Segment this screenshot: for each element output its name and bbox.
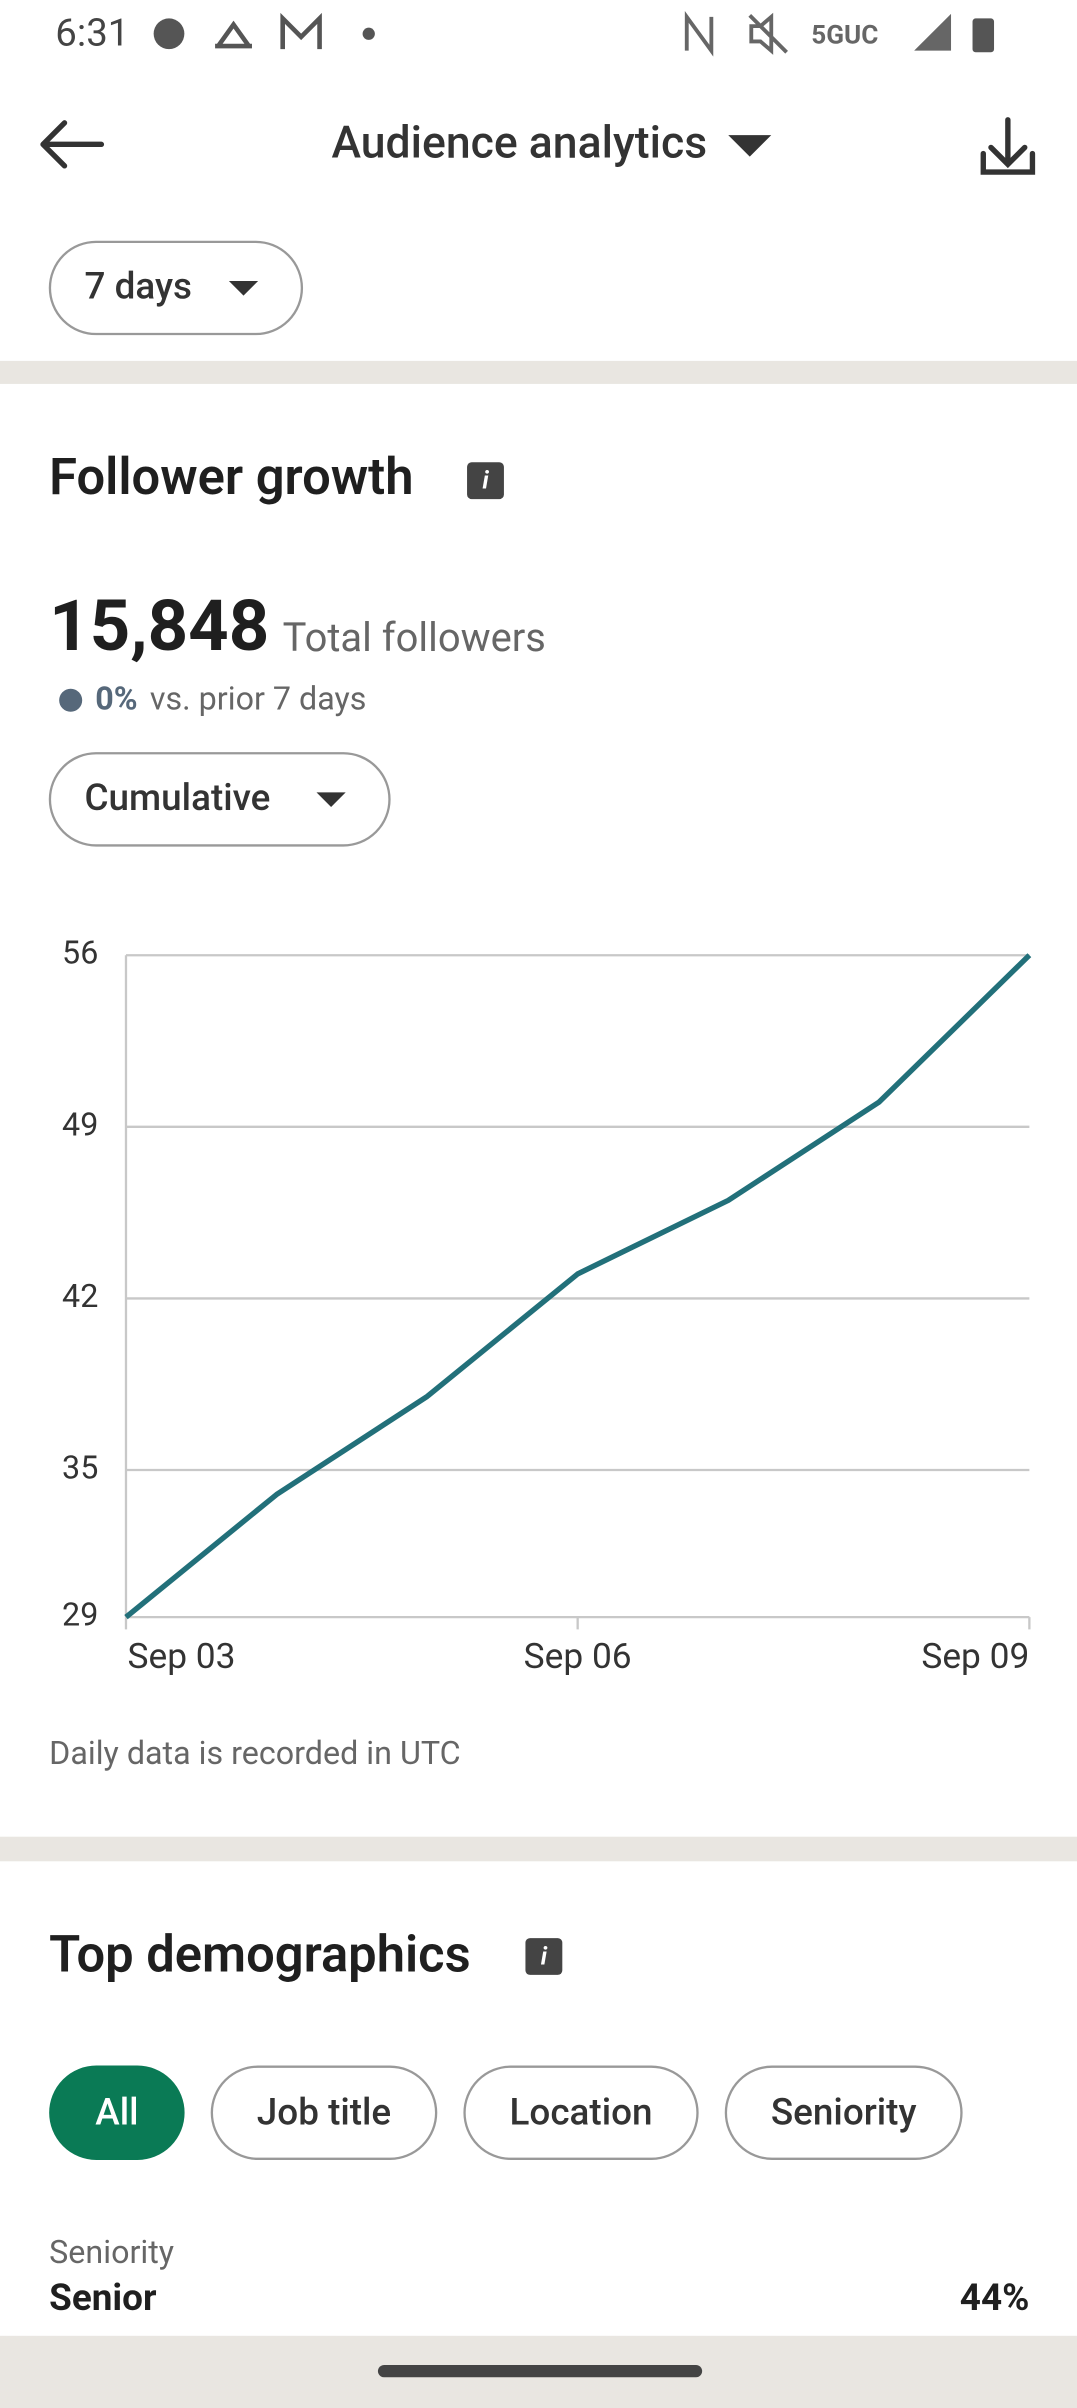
- info-glyph: i: [541, 1942, 548, 1971]
- section-title: Top demographics: [49, 1925, 470, 1984]
- data-line: [124, 953, 1032, 1620]
- line-chart: 29 35 42 49 56 Sep 03 Sep 06 Sep 09: [62, 934, 1032, 1677]
- total-followers: 15,848: [49, 585, 269, 668]
- status-time: 6:31: [55, 10, 129, 55]
- y-tick-label: 42: [62, 1277, 98, 1315]
- item-value: 44%: [960, 2276, 1030, 2319]
- y-tick-label: 29: [62, 1596, 98, 1634]
- info-glyph: i: [482, 466, 489, 495]
- divider: [0, 1836, 1077, 1862]
- tab-bar: All Job title Location Seniority: [49, 2065, 963, 2160]
- icon: [153, 18, 185, 50]
- tab-label[interactable]: Job title: [257, 2090, 391, 2133]
- tab[interactable]: [724, 2065, 963, 2160]
- icon: [280, 12, 322, 50]
- info-icon[interactable]: [467, 462, 504, 500]
- x-tick-label: Sep 06: [524, 1635, 632, 1677]
- page-title[interactable]: Audience analytics: [331, 117, 707, 169]
- network-label: 5GUC: [811, 21, 878, 51]
- pill-label[interactable]: 7 days: [85, 264, 193, 307]
- section-title: Follower growth: [49, 448, 413, 507]
- x-tick-label: Sep 03: [128, 1635, 236, 1677]
- pill-label[interactable]: Cumulative: [85, 776, 271, 819]
- dropdown-arrow[interactable]: [228, 281, 259, 296]
- pill[interactable]: [48, 240, 304, 336]
- total-label: Total followers: [283, 614, 546, 661]
- period-filter[interactable]: 7 days: [48, 240, 304, 336]
- x-tick-label: Sep 09: [921, 1635, 1029, 1677]
- change-value: 0%: [95, 679, 137, 717]
- icon: [215, 20, 252, 49]
- change-dot: [59, 688, 83, 712]
- tab-label[interactable]: Seniority: [771, 2090, 917, 2133]
- home-handle[interactable]: [377, 2365, 703, 2378]
- icon: [362, 27, 375, 40]
- tab[interactable]: [210, 2065, 438, 2160]
- status-bar: 6:31 5GUC: [55, 10, 995, 57]
- item-name: Senior: [49, 2276, 157, 2319]
- y-tick-label: 49: [62, 1105, 98, 1143]
- back-button[interactable]: [40, 120, 105, 169]
- dropdown-arrow[interactable]: [728, 135, 772, 157]
- item-category: Seniority: [49, 2233, 174, 2271]
- footnote: Daily data is recorded in UTC: [49, 1734, 461, 1772]
- y-tick-label: 56: [62, 934, 98, 972]
- y-tick-label: 35: [62, 1449, 98, 1487]
- icon: [684, 10, 714, 57]
- pill[interactable]: [48, 752, 391, 847]
- tab-label[interactable]: Location: [509, 2090, 652, 2133]
- tab[interactable]: [49, 2065, 185, 2160]
- dropdown-arrow[interactable]: [316, 792, 346, 808]
- mode-filter[interactable]: Cumulative: [48, 752, 391, 847]
- change-row: 0% vs. prior 7 days: [95, 679, 366, 717]
- icon: [972, 18, 995, 53]
- icon: [914, 13, 952, 51]
- info-icon[interactable]: [525, 1938, 563, 1975]
- change-label: vs. prior 7 days: [150, 679, 367, 717]
- tab-label[interactable]: All: [95, 2090, 138, 2133]
- tab[interactable]: [463, 2065, 699, 2160]
- divider: [0, 360, 1077, 384]
- download-button[interactable]: [980, 117, 1036, 175]
- icon: [748, 12, 788, 55]
